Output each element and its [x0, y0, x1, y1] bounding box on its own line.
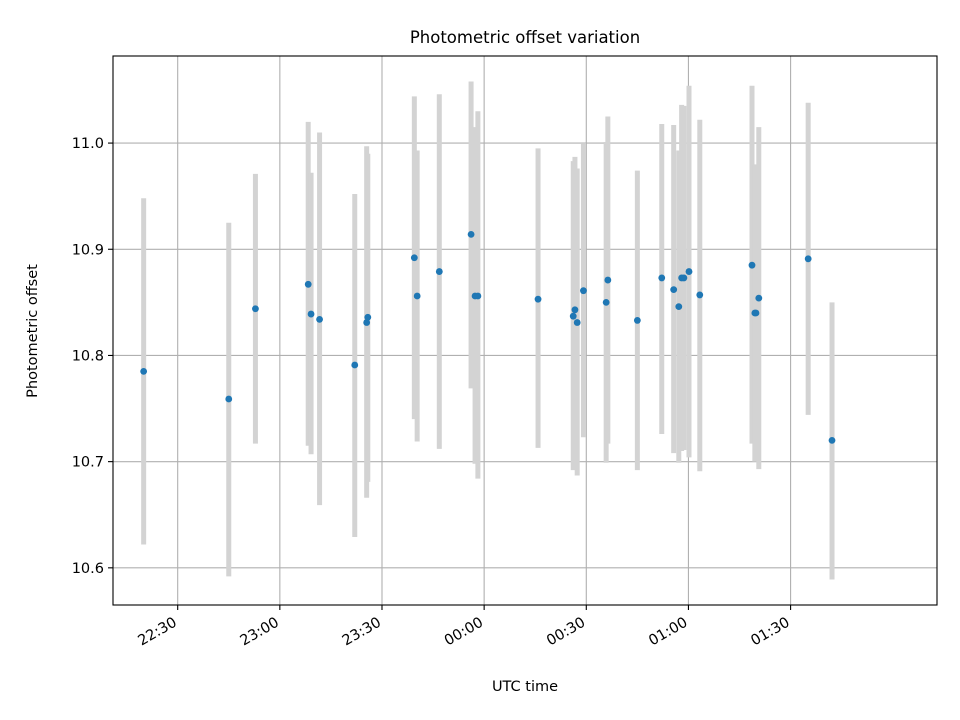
data-point — [140, 367, 148, 375]
y-axis-label: Photometric offset — [25, 264, 41, 398]
data-point — [670, 286, 678, 294]
grid-lines — [113, 56, 937, 605]
y-tick-label: 10.6 — [72, 561, 104, 577]
data-point — [755, 294, 763, 302]
y-tick-label: 10.8 — [72, 348, 104, 364]
data-point — [225, 395, 233, 403]
data-point — [571, 306, 579, 314]
data-point — [602, 298, 610, 306]
data-point — [828, 437, 836, 444]
chart-title: Photometric offset variation — [410, 28, 640, 47]
data-point — [752, 309, 760, 317]
data-point — [364, 313, 372, 321]
data-point — [316, 315, 323, 323]
data-points — [140, 230, 836, 444]
data-point — [573, 319, 581, 326]
data-point — [304, 280, 312, 288]
data-point — [696, 291, 704, 299]
plot-frame — [112, 55, 938, 606]
data-point — [307, 310, 315, 318]
data-point — [363, 319, 371, 326]
data-point — [804, 255, 812, 263]
y-tick-label: 11.0 — [72, 136, 104, 152]
plot-area — [113, 56, 937, 605]
data-point — [748, 261, 756, 269]
data-point — [534, 295, 542, 303]
data-point — [680, 274, 688, 282]
data-point — [474, 292, 482, 300]
data-point — [675, 303, 683, 311]
data-point — [351, 361, 359, 369]
data-point — [410, 254, 418, 262]
data-point — [685, 268, 693, 275]
data-point — [435, 268, 443, 275]
y-tick-label: 10.7 — [72, 455, 104, 471]
data-point — [467, 230, 475, 238]
data-point — [633, 317, 641, 324]
data-point — [413, 292, 421, 300]
y-axis-ticks: 10.6 10.7 10.8 10.9 11.0 — [72, 136, 113, 577]
data-point — [252, 305, 259, 313]
data-point — [604, 276, 612, 284]
data-point — [658, 274, 666, 282]
data-point — [580, 287, 587, 295]
y-tick-label: 10.9 — [72, 242, 104, 258]
data-point — [569, 312, 577, 320]
x-axis-label: UTC time — [492, 679, 558, 695]
